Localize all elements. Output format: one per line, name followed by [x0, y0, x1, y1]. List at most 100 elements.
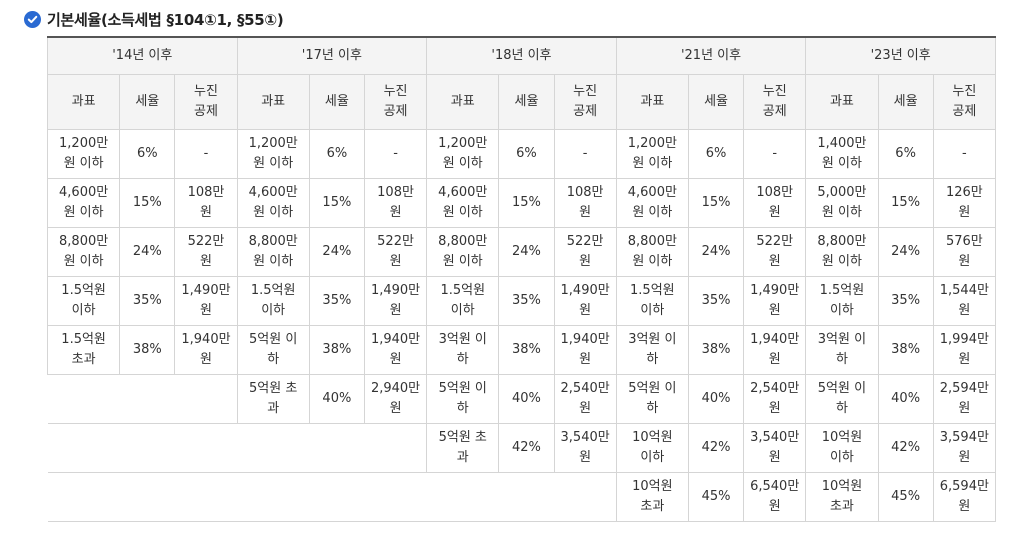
tax-rate-cell: 40%: [498, 374, 555, 424]
tax-base-cell: 4,600만 원 이하: [615, 178, 689, 228]
year-header-2021: '21년 이후: [615, 36, 807, 75]
tax-rate-cell: 40%: [308, 374, 365, 424]
tax-base-cell: 4,600만 원 이하: [426, 178, 500, 228]
tax-base-cell: 4,600만 원 이하: [46, 178, 121, 228]
tax-rate-header: 세율: [119, 74, 176, 130]
year-header-2023: '23년 이후: [805, 36, 996, 75]
table-row: 10억원 초과 45% 6,540만 원 10억원 초과 45% 6,594만 원: [47, 472, 997, 522]
tax-rate-header: 세율: [877, 74, 934, 130]
year-header-2014: '14년 이후: [47, 36, 238, 75]
page-title: 기본세율(소득세법 §104①1, §55①): [47, 10, 284, 29]
deduction-cell: 1,544만 원: [932, 276, 997, 326]
tax-rate-cell: 6%: [877, 129, 934, 179]
empty-cell: [47, 472, 617, 522]
year-header-2018: '18년 이후: [426, 36, 617, 75]
deduction-cell: -: [743, 129, 807, 179]
tax-base-cell: 1.5억원 이하: [615, 276, 689, 326]
tax-base-cell: 1.5억원 이하: [46, 276, 121, 326]
tax-rate-cell: 42%: [498, 423, 555, 473]
tax-rate-cell: 6%: [308, 129, 365, 179]
tax-base-cell: 8,800만 원 이하: [426, 227, 500, 277]
deduction-cell: 522만 원: [553, 227, 617, 277]
deduction-cell: 1,940만 원: [363, 325, 428, 375]
table-row: 4,600만 원 이하 15% 108만 원 4,600만 원 이하 15% 108만 원 4,60…: [46, 178, 997, 228]
tax-rate-cell: 24%: [119, 227, 176, 277]
table-row: 1.5억원 이하 35% 1,490만 원 1.5억원 이하 35% 1,490만 원 1.5억원 이…: [46, 276, 997, 326]
table-row: 8,800만 원 이하 24% 522만 원 8,800만 원 이하 24% 522만 원 8,80…: [46, 227, 997, 277]
deduction-cell: 2,540만 원: [553, 374, 617, 424]
deduction-cell: 6,540만 원: [743, 472, 807, 522]
empty-cell: [47, 423, 428, 473]
tax-base-cell: 10억원 이하: [805, 423, 879, 473]
tax-rate-cell: 35%: [877, 276, 934, 326]
year-header-2017: '17년 이후: [236, 36, 428, 75]
deduction-cell: -: [174, 129, 238, 179]
tax-rate-cell: 15%: [308, 178, 365, 228]
tax-rate-cell: 35%: [498, 276, 555, 326]
tax-base-cell: 1,200만 원 이하: [46, 129, 121, 179]
section-title: 기본세율(소득세법 §104①1, §55①): [24, 9, 284, 29]
deduction-header: 누진 공제: [363, 74, 428, 130]
deduction-cell: 108만 원: [553, 178, 617, 228]
deduction-cell: 108만 원: [743, 178, 807, 228]
tax-base-cell: 5,000만 원 이하: [805, 178, 879, 228]
deduction-cell: -: [363, 129, 428, 179]
deduction-cell: 1,940만 원: [553, 325, 617, 375]
tax-rate-cell: 24%: [498, 227, 555, 277]
deduction-cell: 1,490만 원: [553, 276, 617, 326]
tax-base-cell: 1,200만 원 이하: [426, 129, 500, 179]
tax-base-cell: 1.5억원 이하: [805, 276, 879, 326]
deduction-cell: 1,490만 원: [174, 276, 238, 326]
tax-rate-table: '14년 이후 '17년 이후 '18년 이후 '21년 이후 '23년 이후 …: [46, 36, 997, 522]
deduction-cell: 576만 원: [932, 227, 997, 277]
tax-base-header: 과표: [615, 74, 689, 130]
tax-rate-cell: 15%: [119, 178, 176, 228]
tax-rate-header: 세율: [498, 74, 555, 130]
tax-rate-cell: 38%: [498, 325, 555, 375]
deduction-cell: 1,490만 원: [743, 276, 807, 326]
tax-base-cell: 1.5억원 이하: [236, 276, 310, 326]
tax-base-header: 과표: [46, 74, 121, 130]
tax-rate-cell: 35%: [308, 276, 365, 326]
tax-rate-cell: 15%: [877, 178, 934, 228]
tax-base-cell: 8,800만 원 이하: [615, 227, 689, 277]
tax-rate-cell: 38%: [308, 325, 365, 375]
deduction-cell: 1,940만 원: [174, 325, 238, 375]
deduction-cell: 3,540만 원: [553, 423, 617, 473]
deduction-cell: 1,940만 원: [743, 325, 807, 375]
deduction-cell: 1,994만 원: [932, 325, 997, 375]
tax-rate-cell: 15%: [687, 178, 745, 228]
deduction-cell: 2,940만 원: [363, 374, 428, 424]
tax-base-header: 과표: [805, 74, 879, 130]
deduction-cell: 108만 원: [174, 178, 238, 228]
tax-rate-cell: 42%: [687, 423, 745, 473]
table-row: 5억원 초 과 40% 2,940만 원 5억원 이 하 40% 2,540만 원 5억원 이 하 40…: [47, 374, 997, 424]
deduction-cell: 1,490만 원: [363, 276, 428, 326]
deduction-cell: -: [932, 129, 997, 179]
deduction-cell: 522만 원: [743, 227, 807, 277]
tax-base-cell: 1,200만 원 이하: [236, 129, 310, 179]
tax-rate-header: 세율: [308, 74, 365, 130]
deduction-cell: 2,540만 원: [743, 374, 807, 424]
tax-rate-cell: 40%: [687, 374, 745, 424]
deduction-header: 누진 공제: [743, 74, 807, 130]
tax-base-cell: 1,200만 원 이하: [615, 129, 689, 179]
deduction-header: 누진 공제: [174, 74, 238, 130]
tax-rate-cell: 35%: [687, 276, 745, 326]
deduction-cell: 108만 원: [363, 178, 428, 228]
tax-base-cell: 8,800만 원 이하: [236, 227, 310, 277]
tax-base-cell: 4,600만 원 이하: [236, 178, 310, 228]
tax-rate-cell: 6%: [119, 129, 176, 179]
tax-rate-cell: 24%: [687, 227, 745, 277]
tax-base-cell: 10억원 초과: [805, 472, 879, 522]
deduction-cell: 3,594만 원: [932, 423, 997, 473]
tax-rate-cell: 35%: [119, 276, 176, 326]
tax-base-cell: 1.5억원 이하: [426, 276, 500, 326]
